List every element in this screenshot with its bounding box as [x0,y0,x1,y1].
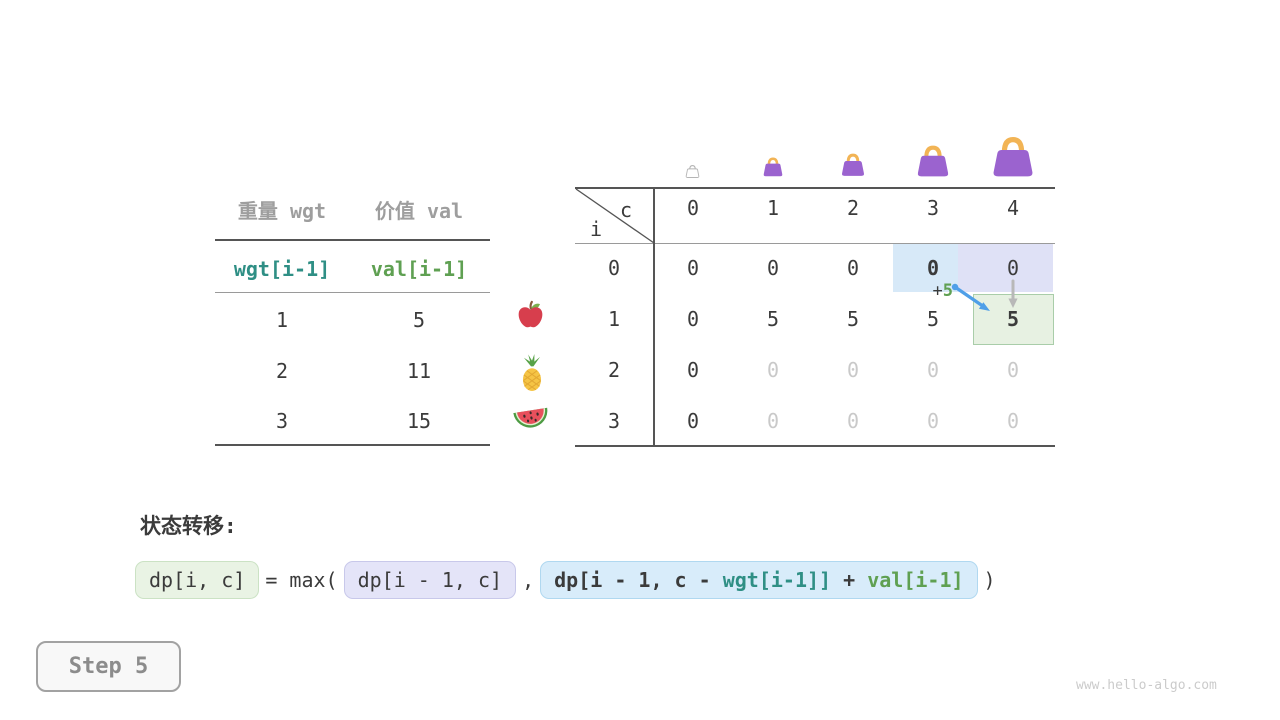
items-table-mid-rule [215,292,490,293]
items-row-value: 5 [412,308,426,332]
bag-icon-capacity-2 [840,153,866,182]
highlight-target-cell-green [973,294,1054,345]
formula-arg2-prefix: dp[i - 1, c - [554,568,723,592]
transition-arrow-blue [951,283,990,311]
formula-arg2-val: val[i-1] [867,568,964,592]
dp-cell: 0 [846,357,860,382]
dp-corner-row-var: i [590,217,603,241]
step-button-label: Step 5 [68,654,149,679]
formula-separator: , [522,568,535,592]
dp-cell: 0 [766,357,780,382]
items-index-weight: wgt[i-1] [233,257,331,281]
dp-table-vertical-rule [653,188,655,446]
annotation-plus-sign: + [932,281,943,301]
dp-table-top-rule [575,187,1055,189]
dp-row-header: 1 [607,307,621,332]
items-row-value: 15 [406,409,432,433]
state-transition-label: 状态转移: [140,514,237,538]
dp-table-header-rule [575,243,1055,244]
items-row-weight: 2 [275,359,289,383]
dp-row-header: 2 [607,357,621,382]
items-row-weight: 1 [275,308,289,332]
dp-cell: 0 [686,256,700,281]
formula-arg1: dp[i - 1, c] [343,561,517,599]
formula-lhs: dp[i, c] [135,561,260,599]
dp-cell: 0 [766,408,780,433]
items-index-value: val[i-1] [370,257,468,281]
dp-col-header: 1 [766,196,780,220]
dp-cell: 0 [686,307,700,332]
items-table-bottom-rule [215,444,490,446]
dp-col-header: 3 [926,196,940,220]
bag-icon-capacity-4 [990,136,1036,184]
dp-col-headers: 0 1 2 3 4 [653,196,1053,220]
dp-cell: 0 [766,256,780,281]
items-row-value: 11 [406,359,432,383]
dp-cell: 5 [846,307,860,332]
dp-row-header: 3 [607,408,621,433]
items-table-top-rule [215,239,490,241]
items-header-value: 价值 val [374,199,464,223]
dp-col-header: 2 [846,196,860,220]
dp-cell: 0 [846,256,860,281]
items-row-weight: 3 [275,409,289,433]
annotation-plus-value: +5 [903,281,954,301]
carry-down-arrow-gray [1008,279,1018,308]
watermelon-icon [511,403,551,437]
highlight-source-cell-blue [893,244,958,292]
dp-cell: 0 [686,408,700,433]
bag-icon-capacity-1 [762,157,784,182]
items-header-weight: 重量 wgt [237,199,327,223]
apple-icon [516,300,545,334]
dp-cell: 5 [766,307,780,332]
formula-arg2-wgt: wgt[i-1]] [722,568,832,592]
annotation-value: 5 [942,281,953,301]
highlight-source-cell-lavender [958,244,1053,292]
dp-cell: 0 [1006,408,1020,433]
formula-close-paren: ) [983,568,996,592]
dp-row-headers: 0 1 2 3 [575,243,653,446]
dp-cell: 0 [926,408,940,433]
dp-cell: 0 [926,256,940,281]
dp-cell: 0 [1006,357,1020,382]
formula-arg2: dp[i - 1, c - wgt[i-1]] + val[i-1] [540,561,978,599]
formula-operator: = max( [265,568,338,592]
watermark-url: www.hello-algo.com [1076,678,1217,693]
dp-cell: 0 [926,357,940,382]
dp-table-body: 0 0 0 0 0 0 5 5 5 5 0 0 0 0 0 0 0 0 0 0 … [653,243,1054,446]
step-button[interactable]: Step 5 [36,641,181,692]
dp-col-header: 0 [686,196,700,220]
dp-corner-diagonal [575,189,654,244]
dp-corner-col-var: c [620,198,633,222]
state-transition-formula: dp[i, c] = max( dp[i - 1, c] , dp[i - 1,… [135,561,1002,599]
pineapple-icon [517,354,547,396]
dp-row-header: 0 [607,256,621,281]
formula-arg2-plus: + [831,568,868,592]
dp-cell: 0 [846,408,860,433]
dp-cell: 0 [1006,256,1020,281]
bag-outline-icon-capacity-0 [685,164,700,183]
bag-icon-capacity-3 [915,145,951,183]
dp-cell: 5 [1006,307,1020,332]
dp-cell: 5 [926,307,940,332]
dp-grid: 0 0 0 0 0 0 5 5 5 5 0 0 0 0 0 0 0 0 0 0 [653,243,1053,446]
dp-col-header: 4 [1006,196,1020,220]
dp-cell: 0 [686,357,700,382]
dp-table-bottom-rule [575,445,1055,447]
